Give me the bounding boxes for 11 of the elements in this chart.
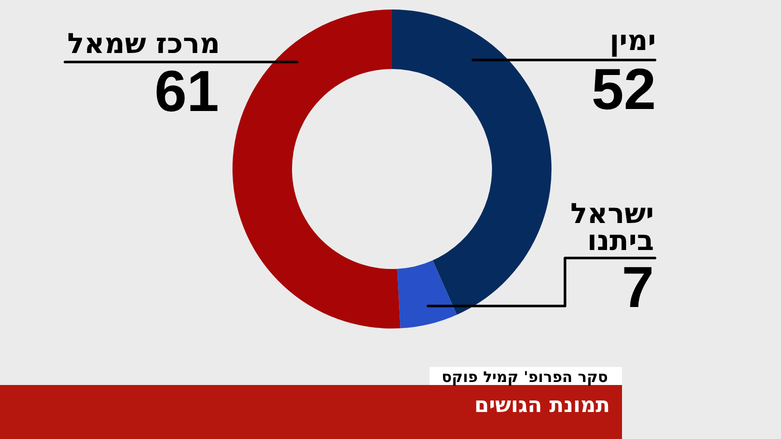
slice-label: ישראל ביתנו (570, 197, 654, 257)
text: סקר הפרופ' קמיל פוקס (442, 368, 608, 386)
donut-slice (232, 10, 400, 328)
data-label: 61 (154, 59, 219, 124)
donut-slice (392, 10, 552, 315)
slice-label: ימין (610, 24, 656, 57)
data-label: 7 (622, 255, 654, 320)
slice-label: מרכז שמאל (67, 27, 220, 60)
donut-slice (397, 260, 457, 328)
text: תמונת הגושים (474, 393, 610, 417)
data-label: 52 (591, 57, 656, 122)
